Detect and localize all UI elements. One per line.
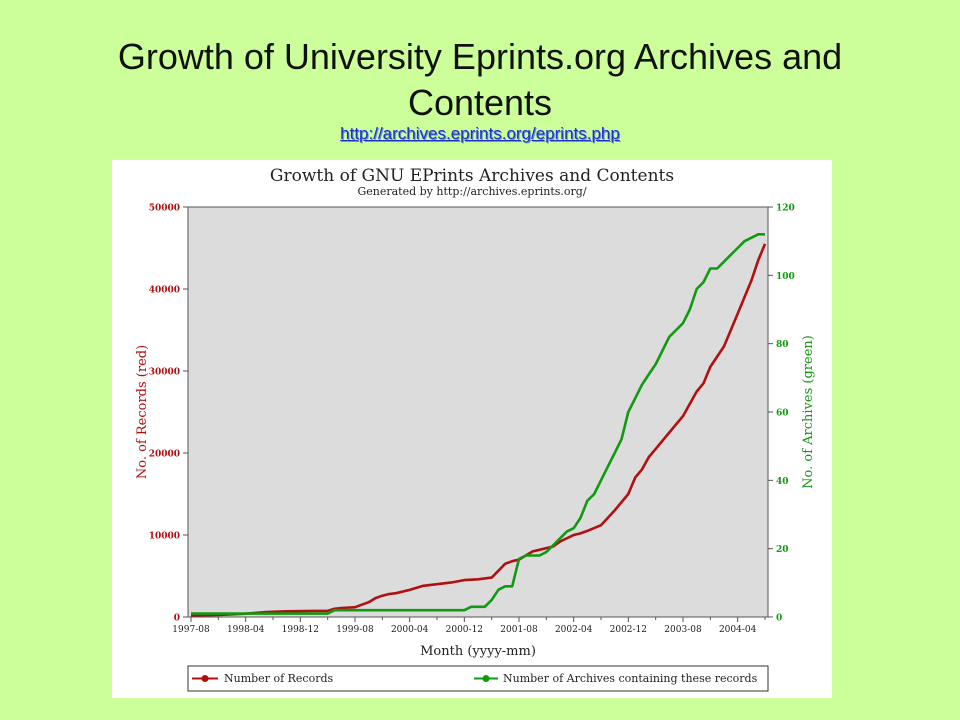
legend-archives-label: Number of Archives containing these reco…	[503, 672, 758, 685]
legend-box	[187, 665, 769, 692]
chart-svg: Growth of GNU EPrints Archives and Conte…	[135, 166, 816, 692]
source-link[interactable]: http://archives.eprints.org/eprints.php	[340, 124, 620, 143]
x-tick-label: 1998-04	[227, 625, 265, 635]
right-tick-label: 20	[776, 545, 789, 555]
chart-title: Growth of GNU EPrints Archives and Conte…	[270, 166, 674, 186]
left-tick-label: 20000	[149, 450, 180, 460]
left-tick-label: 50000	[149, 204, 180, 214]
x-tick-label: 2004-04	[719, 625, 757, 635]
x-tick-label: 2003-08	[664, 625, 702, 635]
x-tick-label: 2001-08	[500, 625, 538, 635]
right-tick-label: 40	[776, 477, 789, 487]
legend-records-label: Number of Records	[224, 672, 334, 685]
x-tick-label: 2002-04	[555, 625, 593, 635]
chart-subtitle: Generated by http://archives.eprints.org…	[357, 185, 586, 198]
slide-title: Growth of University Eprints.org Archive…	[117, 36, 843, 123]
legend-archives-marker	[482, 675, 490, 682]
archives-series-line	[191, 233, 765, 615]
series-layer	[190, 233, 767, 617]
chart-panel: Growth of GNU EPrints Archives and Conte…	[112, 160, 832, 698]
x-axis-ticks: 1997-08 1998-04 1998-12 1999-08 2000-04 2000-…	[172, 617, 766, 635]
left-tick-label: 40000	[149, 286, 180, 296]
x-tick-label: 1997-08	[172, 625, 210, 635]
right-tick-label: 100	[776, 272, 795, 282]
right-axis-ticks: 0 20 40 60 80 100 120	[768, 204, 795, 624]
x-axis-label: Month (yyyy-mm)	[420, 644, 536, 659]
legend-records-marker	[201, 675, 209, 682]
right-tick-label: 80	[776, 340, 789, 350]
x-tick-label: 1998-12	[282, 625, 319, 635]
left-tick-label: 10000	[149, 532, 180, 542]
legend-item-archives: Number of Archives containing these reco…	[474, 672, 758, 685]
x-tick-label: 1999-08	[336, 625, 374, 635]
right-axis-label: No. of Archives (green)	[801, 335, 816, 489]
x-tick-label: 2000-12	[446, 625, 483, 635]
left-tick-label: 0	[174, 614, 180, 624]
left-tick-label: 30000	[149, 368, 180, 378]
left-axis-ticks: 0 10000 20000 30000 40000 50000	[149, 204, 188, 624]
x-tick-label: 2000-04	[391, 625, 429, 635]
plot-area	[187, 206, 769, 618]
x-tick-label: 2002-12	[610, 625, 647, 635]
right-tick-label: 0	[776, 614, 782, 624]
right-tick-label: 60	[776, 409, 789, 419]
legend-item-records: Number of Records	[192, 672, 334, 685]
right-tick-label: 120	[776, 204, 795, 214]
left-axis-label: No. of Records (red)	[135, 345, 150, 479]
